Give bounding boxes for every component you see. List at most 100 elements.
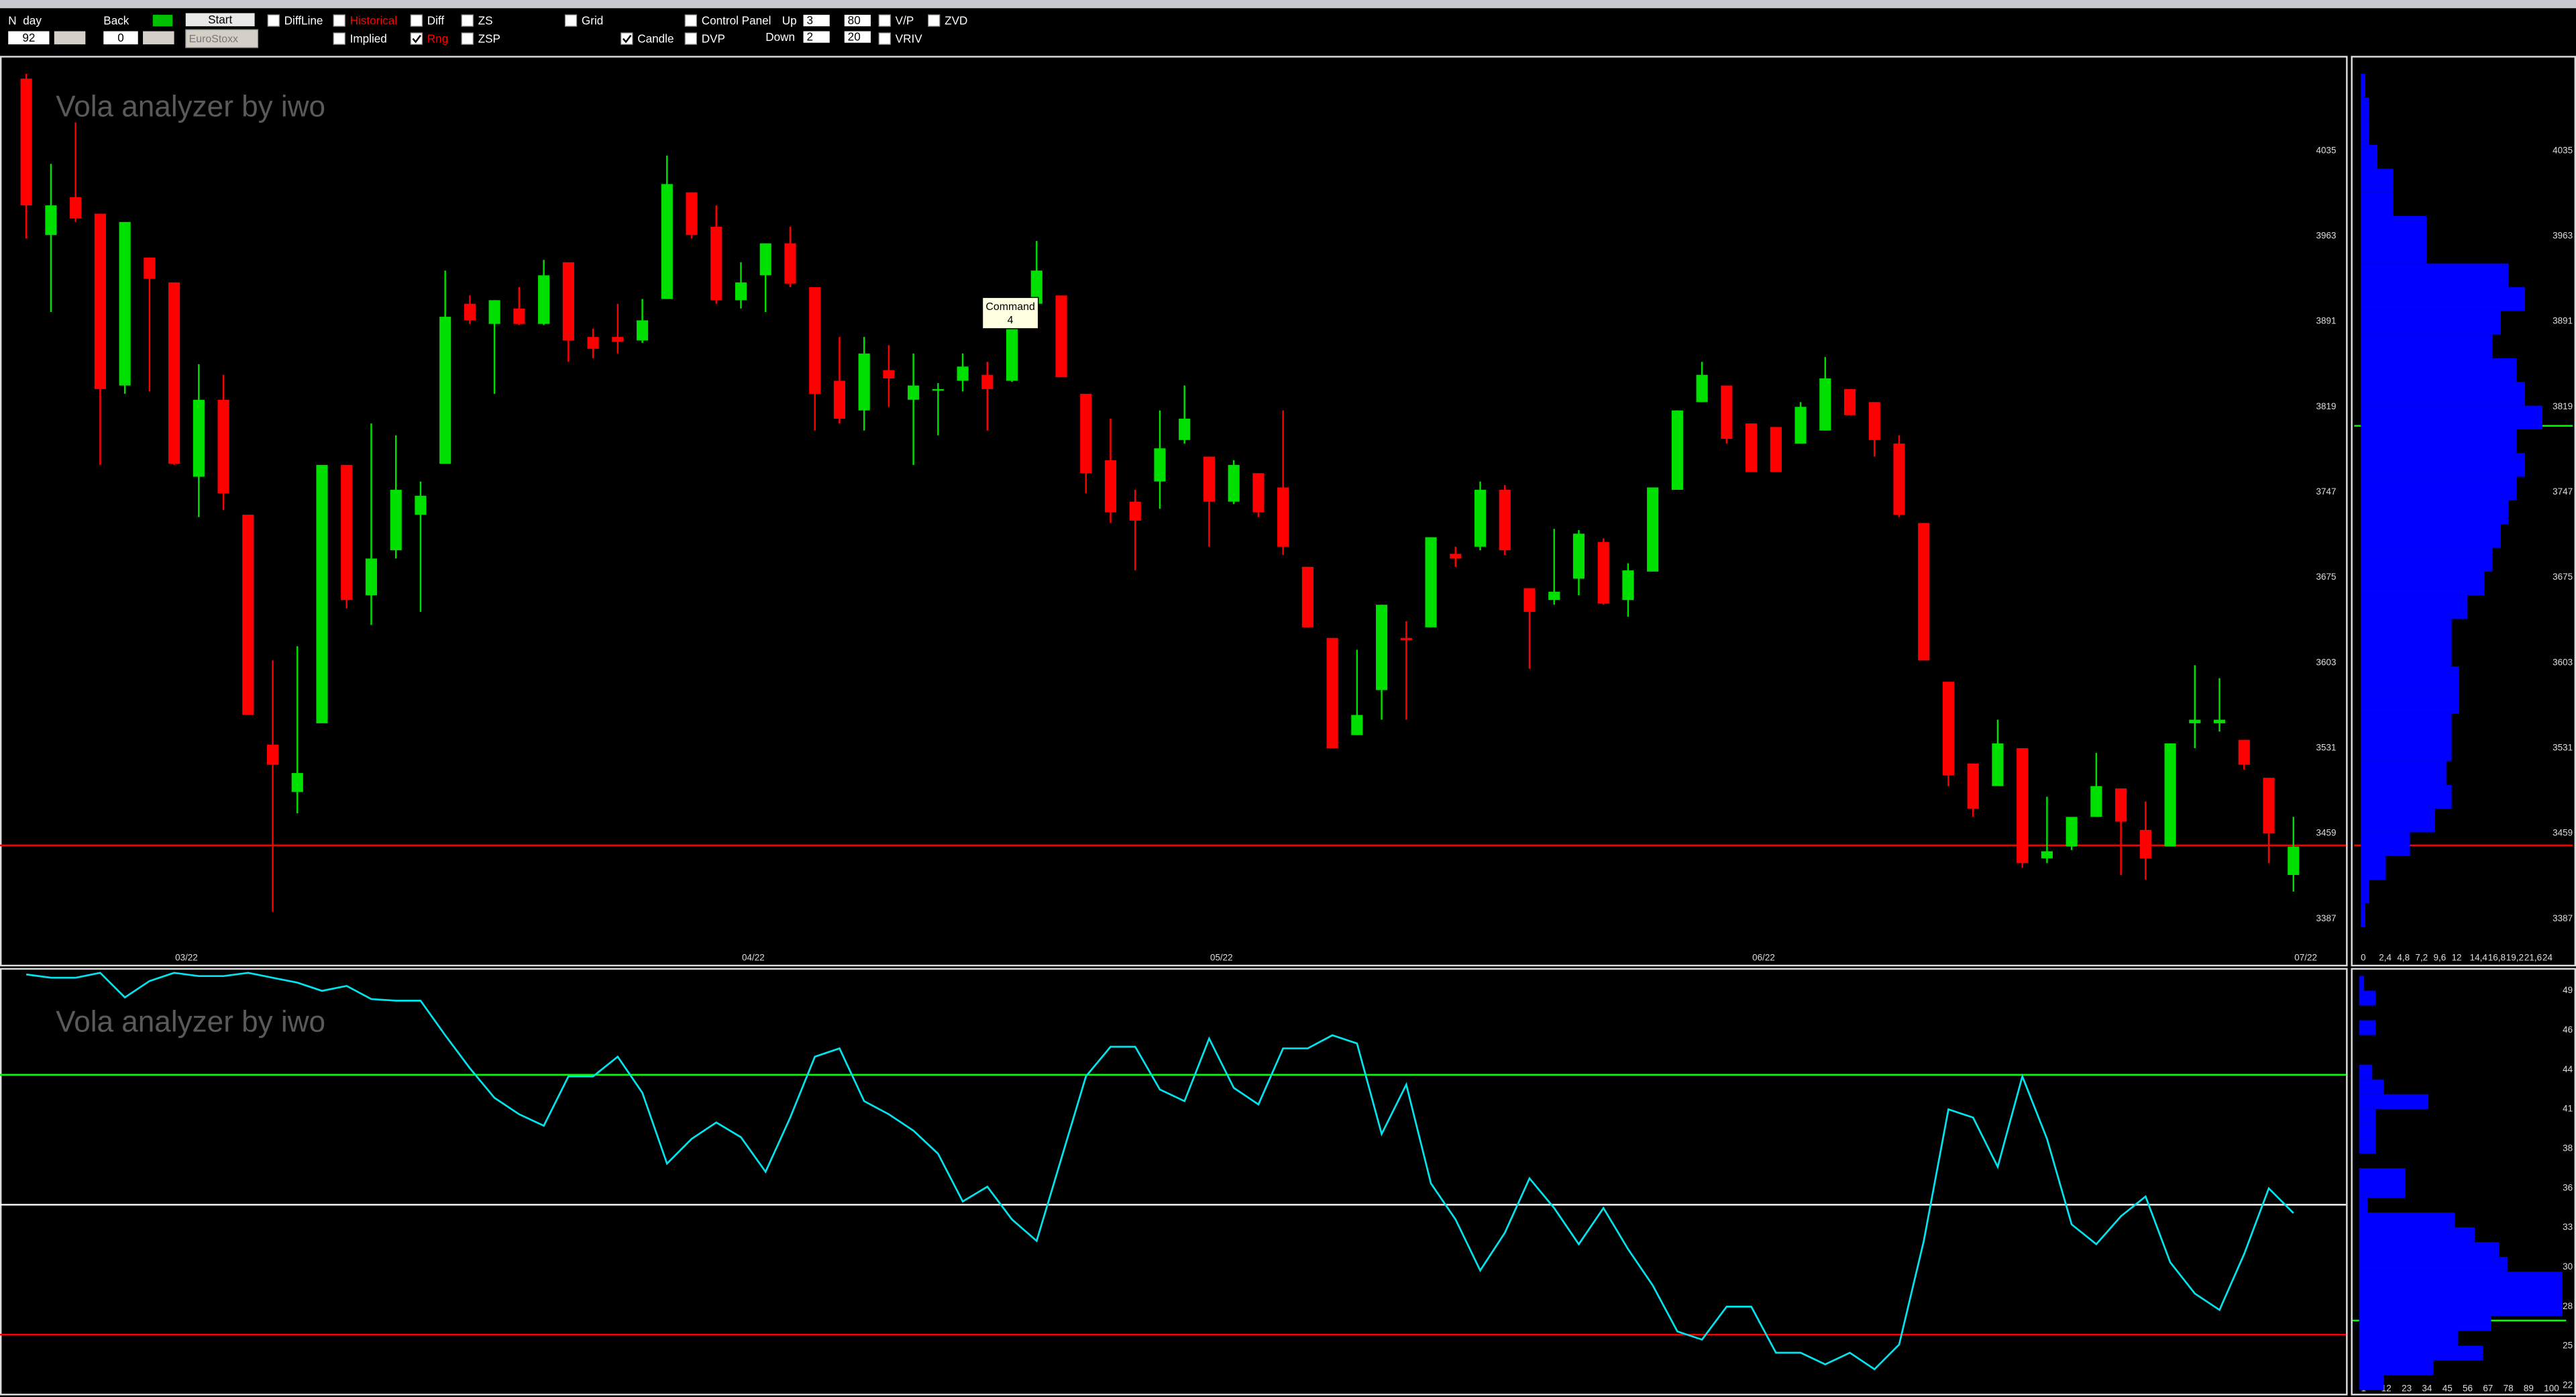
candle-body [1548, 591, 1560, 601]
candle-body [1622, 570, 1634, 601]
histogram-bar [2361, 903, 2365, 927]
x-tick-label: 9,6 [2433, 953, 2446, 963]
checkbox[interactable] [267, 14, 280, 27]
n-spinner[interactable] [54, 31, 86, 45]
histogram-bar [2359, 1257, 2508, 1272]
candle-body [2090, 786, 2102, 817]
start-button[interactable] [185, 13, 255, 27]
x-tick-label: 19,2 [2506, 953, 2524, 963]
histogram-bar [2359, 1138, 2376, 1153]
y-tick-label: 3531 [2553, 743, 2573, 753]
candle-body [488, 300, 500, 324]
candle-body [661, 184, 673, 299]
n-input[interactable] [8, 31, 50, 45]
histogram-bar [2359, 1227, 2475, 1243]
candle-body [1252, 473, 1265, 513]
x-tick-label: 24 [2542, 953, 2553, 963]
checkbox[interactable] [928, 14, 941, 27]
up-value: 80 [848, 13, 861, 27]
down-label: Down [765, 30, 795, 44]
histogram-bar [2361, 287, 2526, 311]
histogram-bar [2359, 1286, 2563, 1302]
x-tick-label: 34 [2422, 1383, 2432, 1393]
candle-body [1696, 374, 1708, 403]
histogram-bar [2361, 405, 2542, 429]
histogram-bar [2361, 334, 2493, 358]
index-combobox[interactable] [185, 29, 259, 48]
candle-body [1055, 295, 1067, 378]
back-input[interactable] [103, 31, 138, 45]
histogram-bar [2361, 192, 2394, 216]
up-input[interactable] [844, 15, 871, 27]
checkbox[interactable] [461, 32, 474, 45]
checkbox[interactable] [333, 32, 345, 45]
candle-body [1154, 448, 1166, 482]
checkbox[interactable] [684, 32, 697, 45]
histogram-bar [2359, 1212, 2455, 1228]
histogram-bar [2361, 263, 2509, 287]
candle-body [94, 213, 106, 389]
histogram-bar [2361, 595, 2468, 619]
watermark: Vola analyzer by iwo [56, 1006, 325, 1039]
checkbox-label: Candle [637, 32, 674, 45]
checkbox[interactable] [684, 14, 697, 27]
checkbox-label: Implied [350, 32, 387, 45]
oscillator-line [26, 972, 2294, 1371]
candle-body [1301, 566, 1313, 627]
checkbox[interactable] [333, 14, 345, 27]
histogram-bar [2361, 737, 2452, 762]
down-input[interactable] [803, 31, 830, 43]
candle-body [833, 380, 845, 419]
x-tick-label: 7,2 [2415, 953, 2428, 963]
checkbox[interactable] [878, 14, 891, 27]
candle-body [1819, 378, 1831, 431]
y-tick-label: 3603 [2316, 657, 2336, 667]
down-input[interactable] [844, 31, 871, 43]
checkbox[interactable] [461, 14, 474, 27]
candle-body [1893, 444, 1905, 515]
checkbox[interactable] [410, 14, 423, 27]
checkbox[interactable] [878, 32, 891, 45]
y-tick-label: 3963 [2316, 231, 2336, 241]
histogram-bar [2361, 548, 2493, 572]
checkbox-label: DiffLine [284, 13, 323, 27]
candle-body [2288, 846, 2300, 875]
checkbox-label: Grid [582, 13, 603, 27]
y-tick-label: 3891 [2553, 316, 2573, 326]
candle-body [242, 515, 254, 715]
candle-body [1770, 427, 1782, 472]
y-tick-label: 33 [2563, 1222, 2573, 1232]
x-tick-label: 16,8 [2488, 953, 2506, 963]
status-indicator [152, 15, 173, 27]
histogram-bar [2361, 690, 2459, 714]
y-tick-label: 38 [2563, 1143, 2573, 1153]
down-value: 20 [848, 30, 861, 43]
back-spinner[interactable] [143, 31, 174, 45]
histogram-bar [2361, 121, 2369, 146]
up-input[interactable] [803, 15, 830, 27]
checkbox[interactable] [564, 14, 578, 27]
y-tick-label: 3531 [2316, 743, 2336, 753]
x-tick-label: 0 [2361, 953, 2365, 963]
candle-body [2263, 778, 2275, 834]
candle-body [1721, 385, 1733, 439]
checkbox-label: V/P [896, 13, 914, 27]
y-tick-label: 46 [2563, 1025, 2573, 1035]
candle-body [2139, 829, 2151, 859]
down-value: 2 [806, 30, 813, 43]
watermark: Vola analyzer by iwo [56, 90, 325, 123]
candle-body [193, 399, 205, 477]
x-tick-label: 07/22 [2294, 953, 2317, 963]
histogram-bar [2361, 145, 2378, 169]
candle-body [390, 489, 402, 551]
candle-body [686, 192, 698, 236]
y-tick-label: 3459 [2553, 828, 2573, 838]
y-tick-label: 41 [2563, 1104, 2573, 1114]
candle-body [266, 744, 279, 765]
checkbox[interactable] [410, 32, 423, 45]
checkbox[interactable] [621, 32, 633, 45]
candle-body [957, 366, 969, 381]
y-tick-label: 25 [2563, 1341, 2573, 1351]
x-tick-label: 78 [2504, 1383, 2514, 1393]
